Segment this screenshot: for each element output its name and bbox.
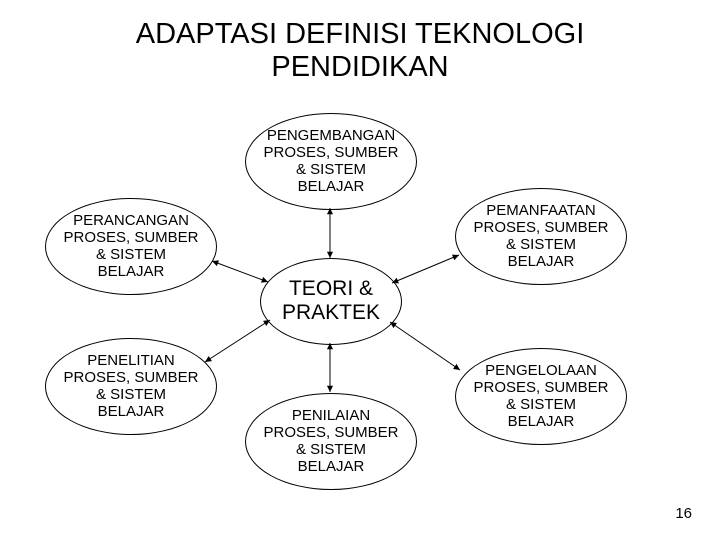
node-label: PERANCANGAN PROSES, SUMBER & SISTEM BELA… [63,212,198,281]
node-label: PENELITIAN PROSES, SUMBER & SISTEM BELAJ… [63,352,198,421]
node-label: PENILAIAN PROSES, SUMBER & SISTEM BELAJA… [263,407,398,476]
node-pengelolaan: PENGELOLAAN PROSES, SUMBER & SISTEM BELA… [455,348,627,445]
node-label: PENGELOLAAN PROSES, SUMBER & SISTEM BELA… [473,362,608,431]
center-node-label: TEORI & PRAKTEK [282,277,380,325]
node-pemanfaatan: PEMANFAATAN PROSES, SUMBER & SISTEM BELA… [455,188,627,285]
center-node-teori-praktek: TEORI & PRAKTEK [260,258,402,345]
node-penilaian: PENILAIAN PROSES, SUMBER & SISTEM BELAJA… [245,393,417,490]
node-pengembangan: PENGEMBANGAN PROSES, SUMBER & SISTEM BEL… [245,113,417,210]
node-perancangan: PERANCANGAN PROSES, SUMBER & SISTEM BELA… [45,198,217,295]
node-label: PEMANFAATAN PROSES, SUMBER & SISTEM BELA… [473,202,608,271]
page-title: ADAPTASI DEFINISI TEKNOLOGI PENDIDIKAN [0,18,720,85]
node-penelitian: PENELITIAN PROSES, SUMBER & SISTEM BELAJ… [45,338,217,435]
page-number: 16 [675,505,692,522]
node-label: PENGEMBANGAN PROSES, SUMBER & SISTEM BEL… [263,127,398,196]
